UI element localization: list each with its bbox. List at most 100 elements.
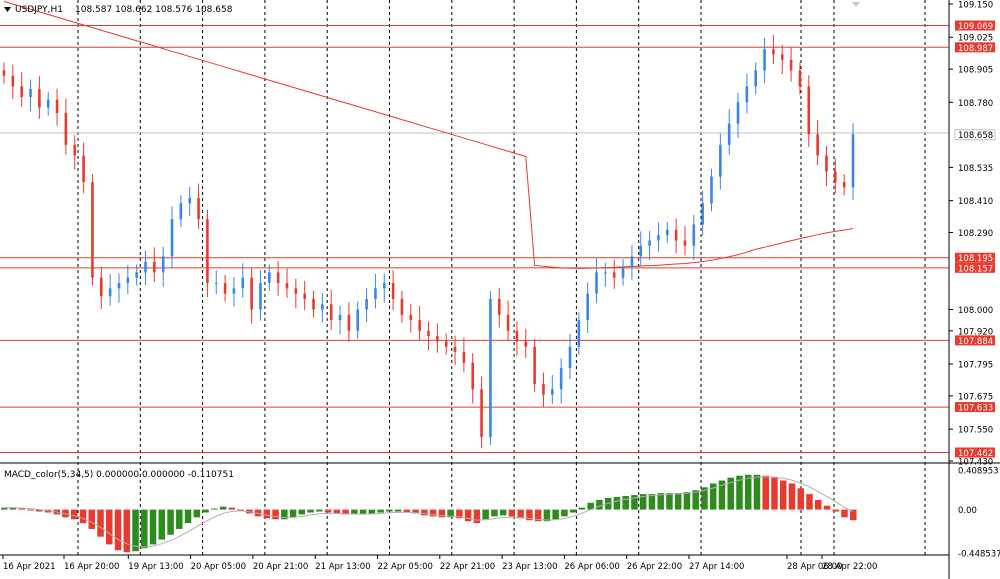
candle-body: [108, 288, 112, 297]
candle-body: [780, 54, 784, 60]
candle-body: [303, 293, 306, 299]
macd-bar: [18, 508, 26, 510]
macd-bar: [596, 499, 603, 510]
macd-bar: [788, 483, 796, 510]
candle-body: [161, 256, 165, 273]
macd-bar: [149, 509, 157, 545]
macd-bar: [193, 509, 201, 518]
macd-bar: [771, 477, 778, 510]
candle-body: [489, 298, 492, 438]
candle-body: [91, 182, 94, 278]
macd-bar: [631, 495, 638, 510]
dropdown-triangle-icon[interactable]: [4, 7, 11, 12]
candle-body: [179, 203, 183, 220]
level-label: 107.633: [958, 404, 993, 414]
macd-bar: [534, 509, 542, 522]
candle-body: [338, 314, 342, 321]
candle-body: [551, 389, 554, 395]
macd-bar: [674, 493, 682, 510]
level-label-bg: [955, 262, 995, 273]
level-label-bg: [955, 402, 995, 413]
candle-body: [427, 330, 430, 337]
macd-bar: [132, 509, 139, 552]
macd-bar: [114, 509, 122, 551]
candle-body: [29, 89, 32, 97]
moving-average: [3, 0, 854, 269]
candle-body: [259, 282, 262, 310]
candle-body: [2, 70, 6, 76]
candle-body: [533, 346, 536, 384]
macd-bar: [464, 509, 472, 522]
macd-bar: [517, 509, 524, 519]
candle-body: [807, 86, 811, 135]
candle-body: [736, 102, 740, 124]
time-label: 26 Apr 06:00: [564, 562, 619, 572]
macd-bar: [176, 509, 183, 529]
candle-body: [321, 304, 324, 310]
candle-body: [206, 219, 209, 283]
candle-body: [506, 314, 510, 331]
candle-body: [754, 70, 758, 87]
candle-body: [347, 314, 351, 331]
macd-bar: [578, 507, 586, 510]
macd-indicator-label: MACD_color(5,34,5) 0.000000 0.000000 -0.…: [4, 470, 234, 480]
price-tick-label: 107.920: [958, 327, 993, 337]
macd-bar: [403, 509, 411, 513]
candle-body: [99, 277, 103, 297]
level-label: 108.987: [958, 44, 993, 54]
macd-bar: [701, 487, 708, 510]
candle-body: [400, 298, 404, 315]
candle-body: [471, 362, 475, 390]
macd-bar: [263, 509, 271, 519]
candle-body: [418, 320, 421, 331]
time-label: 28 Apr 22:00: [822, 562, 877, 572]
macd-bar: [342, 509, 349, 515]
macd-bar: [1, 507, 8, 510]
candle-body: [612, 272, 616, 278]
candle-body: [798, 70, 802, 87]
candle-body: [64, 112, 68, 145]
macd-bar: [814, 499, 822, 510]
candle-body: [692, 224, 696, 246]
candle-body: [657, 235, 660, 241]
candle-body: [577, 320, 581, 347]
candle-body: [453, 346, 457, 353]
candle-body: [294, 288, 298, 294]
macd-bar: [823, 505, 831, 510]
macd-bar: [447, 509, 454, 518]
collapse-arrow-icon[interactable]: [852, 2, 860, 7]
macd-bar: [272, 509, 279, 520]
candle-body: [745, 86, 749, 103]
macd-bar: [421, 509, 428, 516]
candle-body: [595, 272, 598, 294]
macd-bar: [27, 509, 34, 511]
macd-bar: [709, 483, 717, 510]
macd-bar: [377, 509, 384, 513]
macd-bar: [657, 493, 664, 510]
candle-body: [188, 197, 192, 204]
time-label: 28 Apr 06:00: [787, 562, 842, 572]
candle-body: [135, 272, 138, 278]
level-label: 107.884: [958, 337, 993, 347]
symbol-label: USDJPY,H1: [15, 5, 63, 15]
level-label: 108.157: [958, 264, 993, 274]
price-tick-label: 107.430: [958, 458, 993, 468]
price-tick-label: 107.550: [958, 426, 993, 436]
candle-body: [382, 282, 386, 289]
price-tick-label: 107.795: [958, 361, 993, 371]
macd-bar: [429, 509, 437, 517]
signal-line: [4, 476, 854, 548]
price-axis: 109.150 109.025 108.905 108.780 108.535 108.4…: [949, 1, 993, 468]
price-tick-label: 107.675: [958, 392, 993, 402]
macd-bar: [473, 509, 481, 524]
time-label: 20 Apr 21:00: [253, 562, 308, 572]
ma-line: [3, 0, 854, 269]
time-label: 20 Apr 05:00: [191, 562, 246, 572]
level-label-bg: [955, 20, 995, 31]
candle-body: [268, 272, 271, 283]
candle-body: [391, 282, 395, 299]
macd-bar: [526, 509, 533, 521]
candle-body: [701, 203, 704, 225]
macd-bar: [9, 507, 17, 510]
